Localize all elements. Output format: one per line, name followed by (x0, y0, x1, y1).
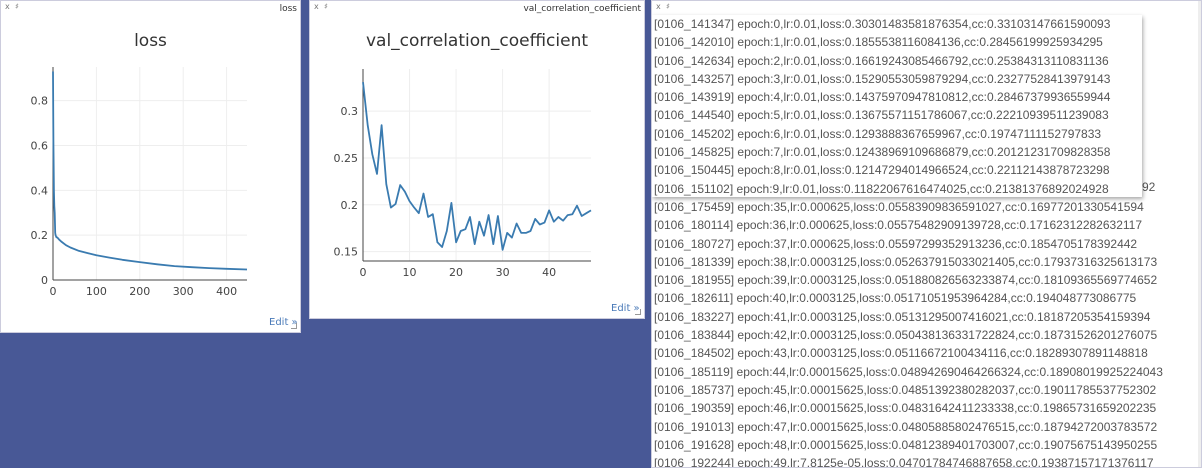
x-tick-label: 0 (360, 266, 367, 279)
log-lines: [0106_175459] epoch:35,lr:0.000625,loss:… (654, 198, 1201, 468)
log-line: [0106_142634] epoch:2,lr:0.01,loss:0.166… (654, 53, 1109, 68)
pin-icon[interactable]: ♯ (15, 2, 19, 11)
log-line: [0106_145202] epoch:6,lr:0.01,loss:0.129… (654, 126, 1102, 141)
log-line: [0106_143257] epoch:3,lr:0.01,loss:0.152… (654, 71, 1111, 86)
x-tick-label: 200 (129, 285, 150, 298)
val-edit-link[interactable]: Edit » (611, 303, 640, 314)
log-line: [0106_191013] epoch:47,lr:0.00015625,los… (654, 419, 1158, 434)
y-tick-label: 0.2 (31, 229, 49, 242)
log-peek-text: 92 (1142, 180, 1156, 194)
log-line: [0106_175459] epoch:35,lr:0.000625,loss:… (654, 200, 1144, 214)
y-tick-label: 0.25 (334, 152, 359, 165)
val-pane-header-title: val_correlation_coefficient (523, 4, 641, 14)
log-line: [0106_181955] epoch:39,lr:0.0003125,loss… (654, 273, 1158, 288)
log-pane: x ♯ [0106_175459] epoch:35,lr:0.000625,l… (651, 0, 1202, 468)
log-popup-lines: [0106_141347] epoch:0,lr:0.01,loss:0.303… (654, 15, 1142, 198)
val-chart-title: val_correlation_coefficient (365, 31, 589, 51)
x-tick-label: 10 (403, 266, 417, 279)
log-line: [0106_182611] epoch:40,lr:0.0003125,loss… (654, 291, 1137, 306)
y-tick-label: 0.15 (334, 246, 359, 259)
close-icon[interactable]: x (656, 2, 661, 11)
log-line: [0106_150445] epoch:8,lr:0.01,loss:0.121… (654, 163, 1110, 178)
y-tick-label: 0.2 (341, 199, 359, 212)
loss-chart-pane: x ♯ loss loss 0 100 200 300 400 0 0.2 0.4 0.6 0.8… (0, 0, 301, 333)
y-tick-label: 0.4 (31, 184, 49, 197)
log-pane-header[interactable]: x ♯ (652, 1, 1201, 15)
series-line (362, 82, 592, 251)
log-line: [0106_190359] epoch:46,lr:0.00015625,los… (654, 401, 1157, 416)
log-line: [0106_183844] epoch:42,lr:0.0003125,loss… (654, 328, 1158, 343)
resize-grip-icon[interactable] (291, 323, 297, 329)
log-line: [0106_181339] epoch:38,lr:0.0003125,loss… (654, 254, 1158, 269)
log-line: [0106_180727] epoch:37,lr:0.000625,loss:… (654, 236, 1138, 251)
x-tick-label: 0 (50, 285, 57, 298)
log-line: [0106_151102] epoch:9,lr:0.01,loss:0.118… (654, 181, 1109, 196)
x-tick-label: 100 (86, 285, 107, 298)
log-line: [0106_183227] epoch:41,lr:0.0003125,loss… (654, 309, 1151, 324)
log-line: [0106_185737] epoch:45,lr:0.00015625,los… (654, 382, 1157, 397)
pin-icon[interactable]: ♯ (324, 2, 328, 11)
pin-icon[interactable]: ♯ (666, 2, 670, 11)
val-chart[interactable]: 0 10 20 30 40 0.15 0.2 0.25 0.3 (310, 1, 645, 319)
log-line: [0106_184502] epoch:43,lr:0.0003125,loss… (654, 346, 1148, 361)
loss-chart[interactable]: 0 100 200 300 400 0 0.2 0.4 0.6 0.8 (1, 1, 301, 333)
x-tick-label: 20 (449, 266, 463, 279)
x-tick-label: 400 (216, 285, 237, 298)
x-tick-label: 30 (496, 266, 510, 279)
log-line: [0106_185119] epoch:44,lr:0.00015625,los… (654, 364, 1163, 379)
log-line: [0106_180114] epoch:36,lr:0.000625,loss:… (654, 218, 1142, 233)
log-popup: [0106_141347] epoch:0,lr:0.01,loss:0.303… (652, 15, 1142, 197)
log-line: [0106_191628] epoch:48,lr:0.00015625,los… (654, 437, 1158, 452)
y-tick-label: 0 (41, 274, 48, 287)
close-icon[interactable]: x (5, 2, 10, 11)
resize-grip-icon[interactable] (635, 309, 641, 315)
y-tick-label: 0.6 (31, 139, 49, 152)
close-icon[interactable]: x (314, 2, 319, 11)
log-line: [0106_142010] epoch:1,lr:0.01,loss:0.185… (654, 35, 1103, 50)
log-line: [0106_143919] epoch:4,lr:0.01,loss:0.143… (654, 90, 1111, 105)
series-line (52, 71, 248, 271)
val-chart-pane: x ♯ val_correlation_coefficient val_corr… (309, 0, 645, 319)
log-line: [0106_144540] epoch:5,lr:0.01,loss:0.136… (654, 108, 1109, 123)
x-tick-label: 40 (542, 266, 556, 279)
loss-pane-header-title: loss (279, 4, 297, 14)
loss-edit-link[interactable]: Edit » (269, 317, 298, 328)
x-tick-label: 300 (173, 285, 194, 298)
log-line: [0106_192244] epoch:49,lr:7.8125e-05,los… (654, 456, 1154, 468)
log-line: [0106_141347] epoch:0,lr:0.01,loss:0.303… (654, 17, 1111, 31)
val-pane-header[interactable]: x ♯ val_correlation_coefficient (310, 1, 644, 15)
y-tick-label: 0.8 (31, 95, 49, 108)
y-tick-label: 0.3 (341, 105, 359, 118)
loss-pane-header[interactable]: x ♯ loss (1, 1, 300, 15)
log-line: [0106_145825] epoch:7,lr:0.01,loss:0.124… (654, 145, 1111, 160)
scrollbar[interactable] (1198, 1, 1201, 467)
loss-chart-title: loss (134, 31, 167, 51)
